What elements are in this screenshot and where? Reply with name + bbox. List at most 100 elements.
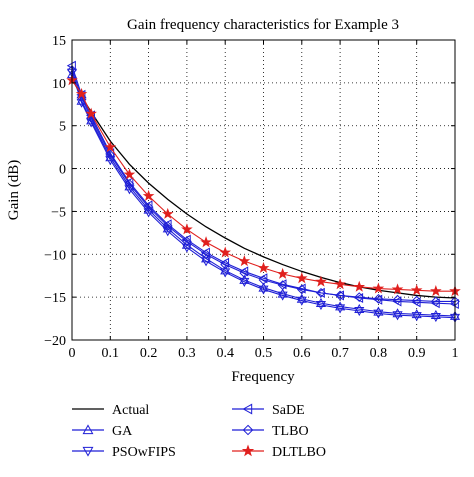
- data-point: [315, 297, 326, 308]
- legend-marker: [242, 403, 253, 415]
- data-point: [335, 304, 346, 314]
- data-point: [162, 227, 173, 237]
- data-point: [373, 306, 384, 316]
- data-point: [201, 249, 211, 260]
- x-tick-label: 0.6: [293, 346, 311, 361]
- legend-item-actual: Actual: [72, 403, 149, 418]
- legend-marker: [82, 424, 94, 435]
- legend-item-sade: SaDE: [232, 403, 305, 418]
- legend: Actual GA PSOwFIPS SaDE TLBO DLTLBO: [72, 403, 326, 460]
- data-point: [354, 292, 365, 303]
- y-tick-label: −15: [44, 291, 66, 306]
- y-tick-label: 10: [52, 77, 66, 92]
- data-point: [315, 300, 326, 311]
- data-point: [277, 280, 288, 291]
- data-point: [181, 243, 192, 253]
- data-point: [181, 223, 193, 235]
- data-point: [335, 301, 346, 311]
- x-tick-label: 0: [69, 346, 76, 361]
- x-tick-label: 0.5: [255, 346, 273, 361]
- axis-ticks: 0 0.1 0.2 0.3 0.4 0.5 0.6 0.7 0.8 0.9 1 15 10 5 0 −5 −10…: [44, 34, 458, 361]
- data-point: [353, 280, 366, 292]
- data-point: [392, 308, 403, 318]
- x-tick-label: 0.7: [331, 346, 349, 361]
- data-point: [143, 208, 154, 218]
- data-point: [161, 207, 174, 219]
- data-point: [162, 221, 173, 231]
- data-point: [296, 272, 308, 284]
- data-point: [430, 312, 441, 323]
- series-actual: [71, 78, 456, 299]
- data-point: [411, 295, 422, 306]
- x-tick-label: 0.9: [408, 346, 426, 361]
- legend-item-dltlbo: DLTLBO: [232, 444, 326, 460]
- data-point: [296, 284, 307, 295]
- data-point: [258, 282, 269, 292]
- data-point: [75, 87, 88, 99]
- data-point: [258, 275, 269, 285]
- data-point: [373, 309, 384, 319]
- data-point: [391, 283, 404, 295]
- legend-marker: [241, 444, 255, 457]
- data-point: [143, 202, 154, 213]
- data-point: [181, 236, 192, 247]
- x-tick-label: 1: [452, 346, 459, 361]
- data-point: [430, 296, 441, 307]
- data-point: [124, 179, 135, 189]
- data-point: [296, 296, 307, 306]
- data-point: [123, 168, 136, 180]
- x-tick-label: 0.3: [178, 346, 196, 361]
- data-point: [354, 303, 365, 314]
- data-point: [373, 293, 384, 304]
- data-point: [334, 278, 346, 290]
- series-line: [71, 78, 456, 299]
- data-point: [430, 309, 441, 320]
- legend-label: DLTLBO: [272, 445, 326, 460]
- data-point: [430, 285, 442, 297]
- data-point: [238, 255, 251, 267]
- legend-label: GA: [112, 424, 133, 439]
- series-line: [71, 74, 456, 317]
- data-point: [372, 282, 385, 294]
- data-point: [219, 246, 231, 258]
- data-point: [239, 268, 250, 279]
- series-line: [71, 69, 455, 302]
- data-point: [411, 312, 422, 322]
- legend-label: PSOwFIPS: [112, 445, 176, 460]
- x-axis-label: Frequency: [231, 369, 295, 385]
- data-point: [200, 236, 212, 248]
- data-point: [257, 261, 270, 273]
- legend-marker: [82, 446, 94, 457]
- legend-label: SaDE: [272, 403, 305, 418]
- data-point: [315, 275, 327, 287]
- data-point: [411, 309, 422, 319]
- data-point: [220, 259, 231, 270]
- data-point: [277, 288, 288, 298]
- y-tick-label: 5: [59, 120, 66, 135]
- series-dltlbo: [66, 74, 461, 297]
- data-point: [76, 92, 87, 103]
- y-tick-label: −10: [44, 248, 66, 263]
- y-tick-label: −20: [44, 334, 66, 349]
- data-point: [104, 141, 117, 153]
- data-point: [277, 291, 288, 301]
- legend-item-psowfips: PSOwFIPS: [72, 445, 176, 460]
- legend-item-tlbo: TLBO: [232, 424, 309, 439]
- data-point: [316, 287, 326, 298]
- data-point: [335, 290, 346, 301]
- data-point: [105, 149, 116, 160]
- y-tick-label: 0: [59, 163, 66, 178]
- data-point: [410, 284, 423, 296]
- data-point: [124, 185, 135, 195]
- y-tick-label: −5: [51, 205, 66, 220]
- x-tick-label: 0.8: [370, 346, 388, 361]
- legend-marker: [242, 424, 254, 436]
- series-line: [71, 79, 455, 292]
- data-point: [276, 267, 289, 279]
- series-line: [71, 65, 456, 305]
- data-point: [142, 189, 155, 201]
- series-line: [71, 72, 456, 319]
- x-tick-label: 0.1: [102, 346, 120, 361]
